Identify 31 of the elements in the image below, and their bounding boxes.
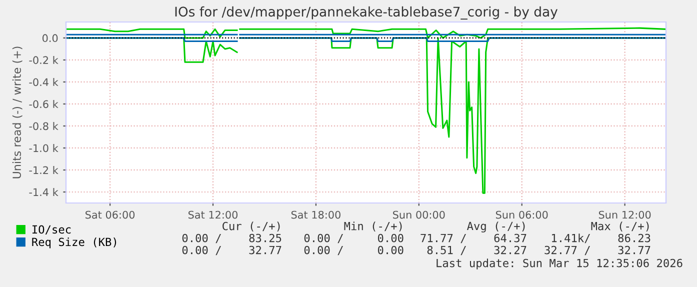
y-tick-label: -0.4 k xyxy=(29,78,58,86)
x-tick-label: Sun 06:00 xyxy=(496,210,548,219)
text: Cur (-/+) xyxy=(222,222,280,232)
text: Last update: Sun Mar 15 12:35:06 2026 xyxy=(436,258,682,270)
x-tick-label: Sun 12:00 xyxy=(598,210,651,219)
y-axis-title: Units read (-) / write (+) xyxy=(12,46,22,178)
y-tick-label: -1.0 k xyxy=(29,144,58,152)
x-tick-label: Sat 12:00 xyxy=(188,210,238,219)
text: 0.00 / 83.25 xyxy=(182,234,282,244)
y-tick-label: -0.2 k xyxy=(29,56,58,64)
x-tick-label: Sat 06:00 xyxy=(86,210,135,219)
legend-label: Req Size (KB) xyxy=(32,238,116,248)
y-tick-label: -0.8 k xyxy=(29,122,58,130)
text: 0.00 / 0.00 xyxy=(304,246,404,256)
text: 8.51 / 32.27 xyxy=(427,246,526,256)
x-tick-label: Sat 18:00 xyxy=(291,210,340,219)
y-tick-label: -0.6 k xyxy=(29,100,58,108)
text: 0.00 / 0.00 xyxy=(304,234,404,244)
text: Max (-/+) xyxy=(591,222,649,232)
y-tick-label: 0.0 xyxy=(42,34,58,42)
y-tick-label: -1.4 k xyxy=(29,188,58,196)
text: 32.77 / 32.77 xyxy=(544,246,650,256)
text: 1.41k/ 86.23 xyxy=(552,234,650,244)
text: Min (-/+) xyxy=(344,222,402,232)
legend-label: IO/sec xyxy=(32,225,71,235)
y-tick-label: -1.2 k xyxy=(29,166,58,174)
chart-title: IOs for /dev/mapper/pannekake-tablebase7_corig - by day xyxy=(175,6,558,20)
text: 0.00 / 32.77 xyxy=(182,246,282,256)
text: 71.77 / 64.37 xyxy=(420,234,526,244)
x-tick-label: Sun 00:00 xyxy=(393,210,445,219)
text: Avg (-/+) xyxy=(467,222,525,232)
